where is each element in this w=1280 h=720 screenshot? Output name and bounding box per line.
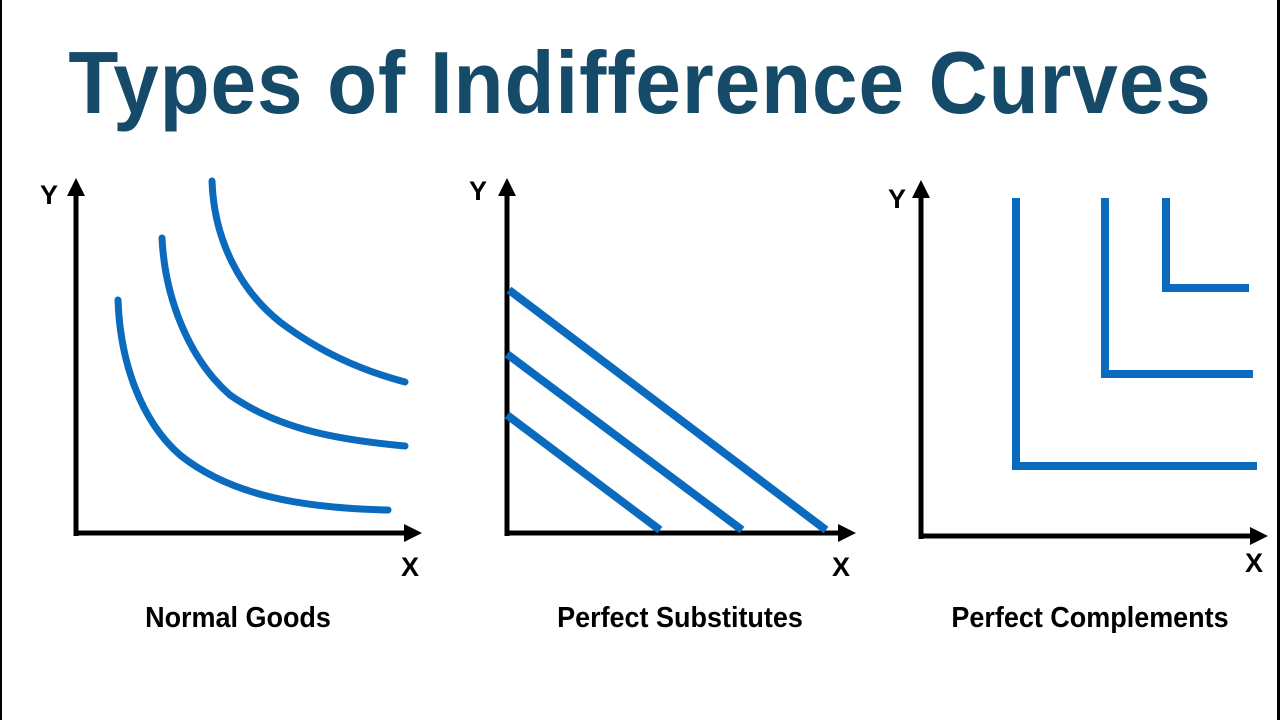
y-axis-arrow-icon: [912, 180, 930, 198]
caption-normal-goods: Normal Goods: [145, 602, 331, 634]
line-mid: [504, 350, 745, 534]
indifference-l-curves: [1012, 198, 1257, 470]
page-title: Types of Indifference Curves: [68, 33, 1212, 132]
x-axis-label: X: [1245, 548, 1263, 578]
curve-mid: [158, 234, 409, 450]
curve-low: [114, 296, 392, 514]
y-axis-arrow-icon: [498, 178, 516, 196]
right-border: [1277, 0, 1280, 720]
y-axis-label: Y: [888, 184, 906, 214]
panel-perfect-substitutes: Y X: [469, 176, 856, 582]
panel-normal-goods: Y X: [40, 177, 422, 582]
y-axis-arrow-icon: [67, 178, 85, 196]
indifference-lines: [504, 286, 829, 534]
caption-perfect-complements: Perfect Complements: [951, 602, 1229, 634]
y-axis: [67, 178, 85, 536]
panel-perfect-complements: Y X: [888, 180, 1268, 578]
l-curve-mid: [1101, 198, 1253, 378]
x-axis-arrow-icon: [404, 524, 422, 542]
l-curve-low: [1012, 198, 1257, 470]
x-axis: [919, 527, 1268, 545]
left-border: [0, 0, 2, 720]
x-axis-label: X: [832, 552, 850, 582]
line-high: [506, 286, 829, 534]
y-axis: [498, 178, 516, 536]
x-axis: [74, 524, 422, 542]
curve-high: [208, 177, 409, 386]
y-axis-label: Y: [469, 176, 487, 206]
y-axis-label: Y: [40, 180, 58, 210]
x-axis-arrow-icon: [1250, 527, 1268, 545]
l-curve-high: [1162, 198, 1249, 292]
indifference-curves: [114, 177, 409, 514]
x-axis-arrow-icon: [838, 524, 856, 542]
x-axis-label: X: [401, 552, 419, 582]
y-axis: [912, 180, 930, 539]
caption-perfect-substitutes: Perfect Substitutes: [557, 602, 803, 634]
line-low: [504, 411, 663, 534]
x-axis: [505, 524, 856, 542]
